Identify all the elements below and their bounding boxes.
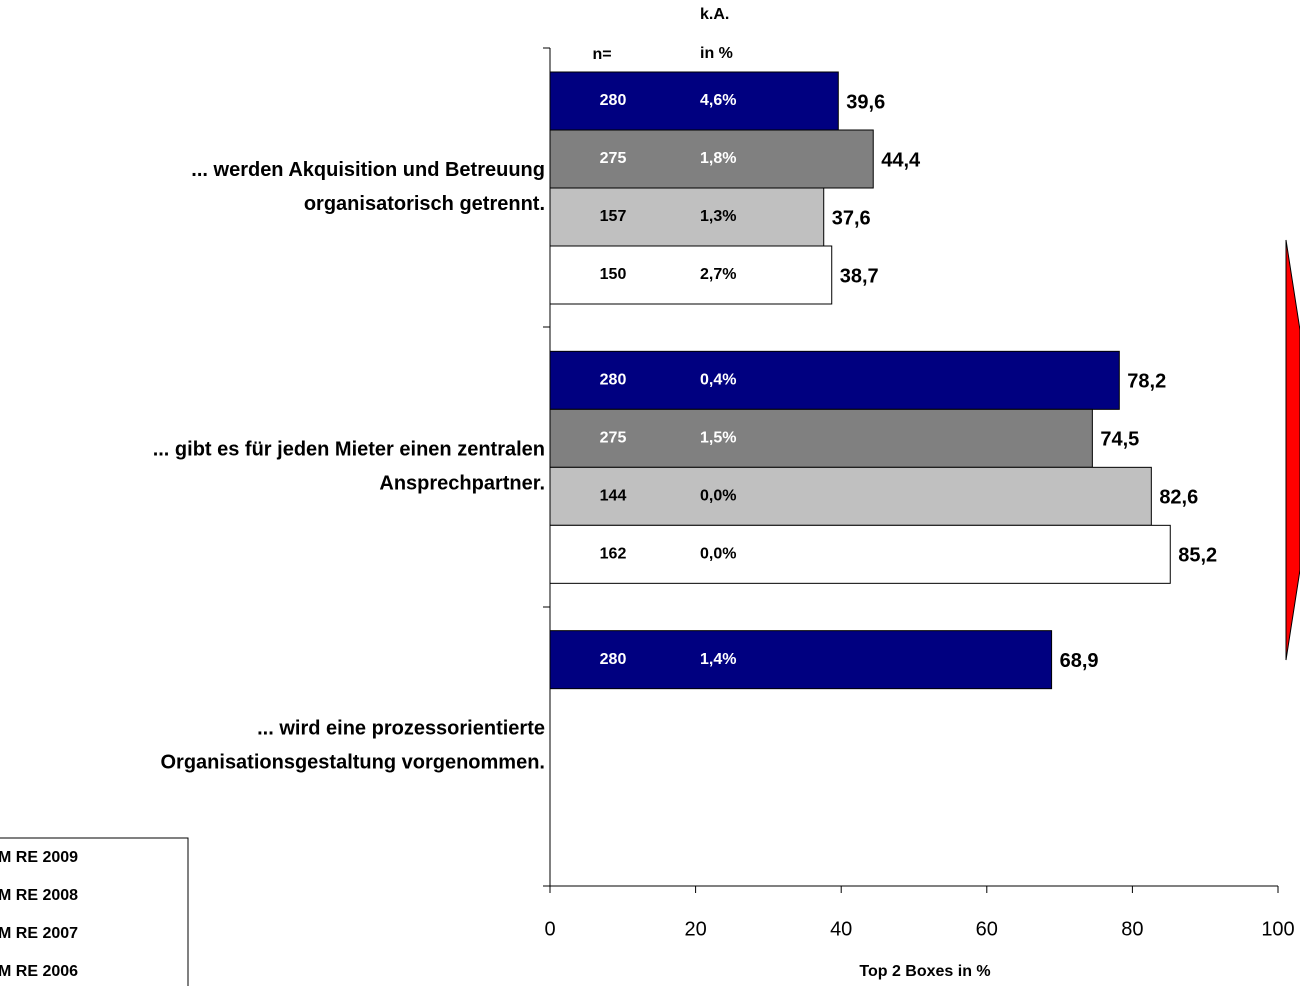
legend-label: M RE 2007 (0, 925, 78, 942)
category-label: Organisationsgestaltung vorgenommen. (160, 752, 545, 774)
legend-label: M RE 2009 (0, 849, 78, 866)
x-axis-title: Top 2 Boxes in % (859, 963, 990, 980)
value-label: 74,5 (1100, 429, 1139, 451)
ka-label: 1,4% (700, 651, 736, 668)
n-label: 150 (600, 266, 627, 283)
legend-label: M RE 2006 (0, 963, 78, 980)
x-tick-label: 80 (1121, 918, 1143, 940)
n-label: 144 (600, 488, 627, 505)
ka-label: 0,4% (700, 372, 736, 389)
category-ticks (543, 47, 550, 887)
category-label: ... wird eine prozessorientierte (257, 718, 545, 740)
category-label: organisatorisch getrennt. (304, 193, 545, 215)
value-label: 85,2 (1178, 545, 1217, 567)
n-label: 275 (600, 430, 627, 447)
ka-label: 0,0% (700, 546, 736, 563)
bar (549, 350, 1120, 410)
n-label: 275 (600, 150, 627, 167)
legend-label: M RE 2008 (0, 887, 78, 904)
n-label: 280 (600, 372, 627, 389)
n-label: 162 (600, 546, 627, 563)
red-arrow (1285, 239, 1300, 661)
ka-header: k.A. (700, 6, 729, 23)
n-header: n= (592, 46, 611, 63)
category-label: ... gibt es für jeden Mieter einen zentr… (153, 438, 545, 460)
x-tick-label: 100 (1261, 918, 1294, 940)
ka-header: in % (700, 45, 733, 62)
ka-label: 4,6% (700, 92, 736, 109)
ka-label: 1,5% (700, 430, 736, 447)
value-label: 68,9 (1060, 650, 1099, 672)
bar (549, 524, 1171, 584)
x-tick-label: 40 (830, 918, 852, 940)
bar (549, 71, 839, 131)
n-label: 280 (600, 651, 627, 668)
bar (549, 466, 1152, 526)
ka-label: 1,8% (700, 150, 736, 167)
bar (549, 408, 1093, 468)
value-label: 78,2 (1127, 371, 1166, 393)
bar (549, 129, 874, 189)
category-label: ... werden Akquisition und Betreuung (191, 159, 545, 181)
ka-label: 0,0% (700, 488, 736, 505)
value-label: 44,4 (881, 149, 921, 171)
value-label: 37,6 (832, 207, 871, 229)
value-label: 82,6 (1159, 487, 1198, 509)
value-label: 38,7 (840, 265, 879, 287)
bar (549, 245, 833, 305)
x-tick-label: 20 (684, 918, 706, 940)
category-label: Ansprechpartner. (379, 472, 545, 494)
bar (549, 187, 825, 247)
x-tick-label: 60 (976, 918, 998, 940)
ka-label: 2,7% (700, 266, 736, 283)
n-label: 157 (600, 208, 627, 225)
x-tick-label: 0 (544, 918, 555, 940)
legend-box (0, 837, 189, 986)
ka-label: 1,3% (700, 208, 736, 225)
n-label: 280 (600, 92, 627, 109)
bar (549, 630, 1053, 690)
value-label: 39,6 (846, 91, 885, 113)
